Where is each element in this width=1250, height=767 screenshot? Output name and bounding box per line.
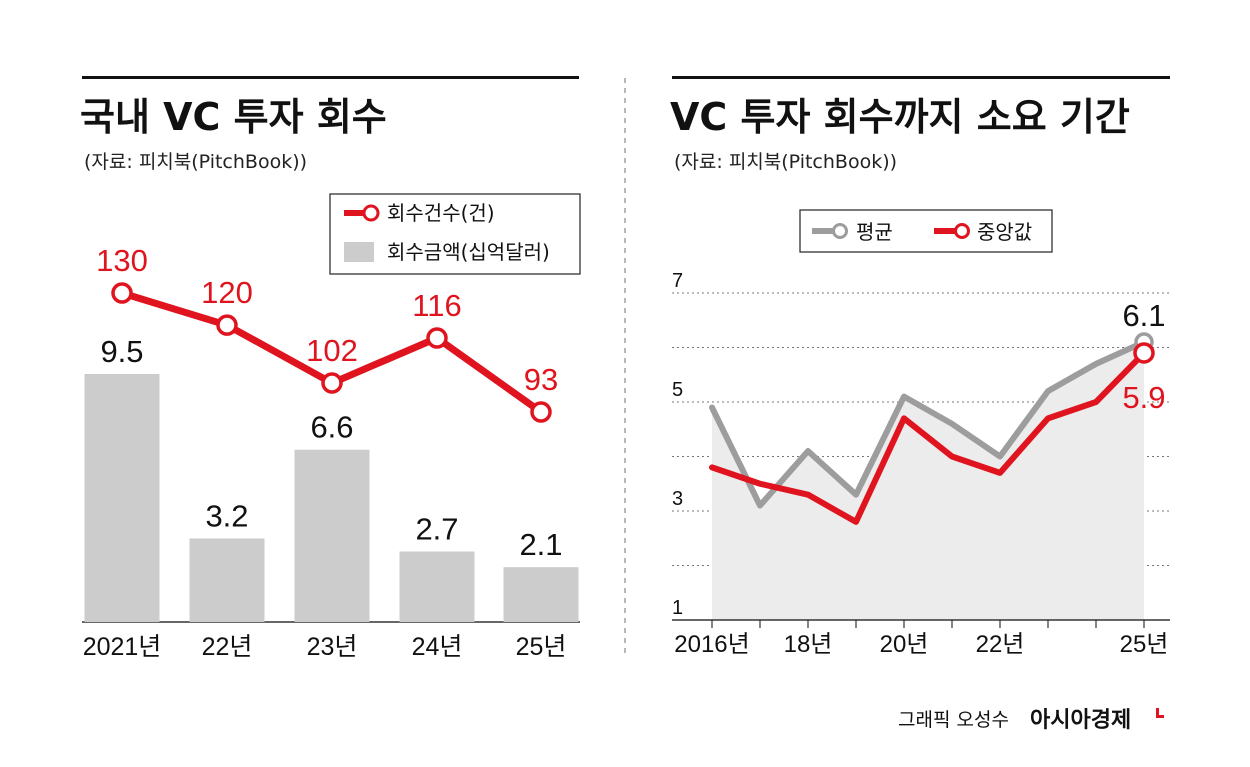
bar-value-label-1: 3.2 xyxy=(205,498,248,533)
count-value-label-4: 93 xyxy=(524,362,558,397)
bar-value-label-0: 9.5 xyxy=(100,334,143,369)
average-line xyxy=(709,339,1147,509)
right-x-tick-0: 2016년 xyxy=(674,631,749,658)
bar-value-label-4: 2.1 xyxy=(519,527,562,562)
right-x-tick-2: 20년 xyxy=(880,631,929,658)
credit-brand: 아시아경제 xyxy=(1030,708,1131,733)
brand-mark-foot xyxy=(1156,715,1164,718)
right-panel: VC 투자 회수까지 소요 기간 (자료: 피치북(PitchBook)) 평균… xyxy=(670,76,1170,658)
count-point-3 xyxy=(426,327,448,349)
bar-2 xyxy=(294,449,370,622)
left-x-tick-4: 25년 xyxy=(516,633,567,661)
left-title: 국내 VC 투자 회수 xyxy=(80,95,387,139)
left-x-tick-1: 22년 xyxy=(202,633,253,661)
bar-0 xyxy=(84,374,160,622)
left-source: (자료: 피치북(PitchBook)) xyxy=(84,151,307,173)
right-area xyxy=(712,342,1144,620)
right-title-rule xyxy=(672,76,1170,79)
legend-avg-label: 평균 xyxy=(856,220,893,244)
left-title-rule xyxy=(82,76,579,79)
count-point-4 xyxy=(530,401,552,423)
left-x-tick-0: 2021년 xyxy=(83,633,162,661)
right-source: (자료: 피치북(PitchBook)) xyxy=(674,151,897,173)
average-end-label: 6.1 xyxy=(1122,298,1165,333)
legend-line-label: 회수건수(건) xyxy=(387,201,495,225)
right-title: VC 투자 회수까지 소요 기간 xyxy=(670,95,1130,139)
bar-3 xyxy=(399,551,475,622)
right-y-tick-1: 1 xyxy=(672,597,683,619)
left-x-axis: 2021년 22년 23년 24년 25년 xyxy=(83,633,567,661)
right-x-tick-1: 18년 xyxy=(784,631,833,658)
left-legend: 회수건수(건) 회수금액(십억달러) xyxy=(329,193,581,275)
right-legend: 평균 중앙값 xyxy=(799,209,1053,253)
bar-value-label-3: 2.7 xyxy=(415,512,458,547)
count-value-label-1: 120 xyxy=(201,275,253,310)
left-x-tick-3: 24년 xyxy=(412,633,463,661)
legend-bar-swatch xyxy=(344,242,374,262)
right-x-axis: 2016년 18년 20년 22년 25년 xyxy=(674,620,1168,658)
count-value-label-3: 116 xyxy=(412,288,461,323)
legend-median-label: 중앙값 xyxy=(977,220,1032,244)
legend-avg-marker xyxy=(832,223,848,239)
count-value-label-2: 102 xyxy=(306,333,358,368)
median-end-point xyxy=(1133,342,1155,364)
right-y-tick-5: 5 xyxy=(672,379,683,401)
right-line-series: 6.1 5.9 xyxy=(709,298,1166,525)
left-x-tick-2: 23년 xyxy=(307,633,358,661)
median-line xyxy=(709,349,1147,525)
left-panel: 국내 VC 투자 회수 (자료: 피치북(PitchBook)) 회수건수(건)… xyxy=(80,76,581,661)
bar-1 xyxy=(189,538,265,622)
credit: 그래픽 오성수 아시아경제 xyxy=(898,708,1164,733)
left-line-series: 130 120 102 116 93 xyxy=(96,243,558,423)
right-x-tick-4: 25년 xyxy=(1120,631,1169,658)
count-point-2 xyxy=(321,372,343,394)
legend-bar-label: 회수금액(십억달러) xyxy=(387,240,550,264)
left-bars: 9.5 3.2 6.6 2.7 2.1 xyxy=(84,334,579,622)
count-value-label-0: 130 xyxy=(96,243,148,278)
average-area xyxy=(712,342,1144,620)
right-y-tick-3: 3 xyxy=(672,488,683,510)
legend-line-marker xyxy=(362,204,380,222)
bar-4 xyxy=(503,567,579,622)
legend-median-marker xyxy=(954,223,970,239)
credit-graphic: 그래픽 오성수 xyxy=(898,709,1009,731)
count-point-1 xyxy=(216,314,238,336)
median-end-label: 5.9 xyxy=(1122,380,1165,415)
bar-value-label-2: 6.6 xyxy=(310,410,353,445)
right-x-tick-3: 22년 xyxy=(976,631,1025,658)
brand-mark xyxy=(1156,708,1159,718)
right-y-tick-7: 7 xyxy=(672,270,683,292)
count-point-0 xyxy=(111,282,133,304)
